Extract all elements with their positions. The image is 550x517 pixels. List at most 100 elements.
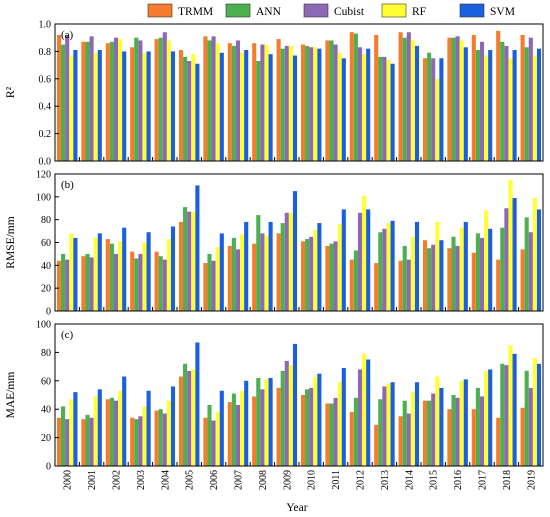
bar-trmm-2017 <box>471 409 476 466</box>
bar-rf-2011 <box>337 224 342 311</box>
bar-rf-2012 <box>362 353 367 466</box>
x-axis-title: Year <box>286 502 307 514</box>
bar-svm-2002 <box>122 51 127 161</box>
bar-rf-2009 <box>288 365 293 466</box>
bar-svm-2017 <box>488 50 493 161</box>
bar-ann-2003 <box>134 258 139 311</box>
bar-svm-2013 <box>390 382 395 466</box>
bar-rf-2016 <box>459 380 464 466</box>
bar-ann-2004 <box>158 409 163 466</box>
bar-ann-2001 <box>85 414 90 466</box>
bar-cubist-2018 <box>504 365 509 466</box>
bar-rf-2014 <box>410 40 415 161</box>
x-tick-label-2014: 2014 <box>404 470 415 490</box>
bar-ann-2010 <box>305 389 310 466</box>
bar-trmm-2009 <box>276 233 281 311</box>
bar-ann-2013 <box>378 56 383 161</box>
bar-ann-2012 <box>353 250 358 311</box>
plot-frame <box>54 173 544 312</box>
bar-cubist-2003 <box>138 253 143 311</box>
bar-trmm-2018 <box>496 417 501 466</box>
bar-trmm-2019 <box>520 249 525 311</box>
bar-trmm-2010 <box>300 395 306 466</box>
bar-trmm-2002 <box>105 43 110 161</box>
x-tick-label-2004: 2004 <box>160 470 171 490</box>
bar-svm-2002 <box>122 376 127 466</box>
bar-trmm-2012 <box>349 32 354 161</box>
bar-trmm-2003 <box>130 251 135 311</box>
bar-ann-2001 <box>85 253 90 311</box>
bar-ann-2011 <box>329 243 334 311</box>
bar-ann-2006 <box>207 404 212 466</box>
bar-svm-2005 <box>195 185 200 311</box>
bar-svm-2019 <box>536 363 542 466</box>
bar-svm-2007 <box>244 50 249 161</box>
bar-ann-2002 <box>109 397 114 466</box>
bar-trmm-2004 <box>154 251 159 311</box>
bar-cubist-2016 <box>455 245 460 311</box>
bar-svm-2019 <box>536 209 542 311</box>
bar-ann-2009 <box>280 48 285 161</box>
bar-ann-2005 <box>183 207 188 311</box>
bar-cubist-2016 <box>455 36 460 161</box>
legend-swatch-ann <box>225 3 251 18</box>
bar-trmm-2016 <box>447 37 452 162</box>
panel-b: 0 20 40 60 80 100 120 (b) RMSE/mm <box>5 170 544 318</box>
bar-trmm-2006 <box>203 263 208 311</box>
bar-cubist-2013 <box>382 386 387 466</box>
bar-svm-2016 <box>463 47 468 161</box>
bar-cubist-2000 <box>65 34 70 161</box>
bar-cubist-2010 <box>309 387 314 466</box>
bar-rf-2011 <box>337 52 342 161</box>
bar-cubist-2015 <box>431 393 436 466</box>
bar-ann-2003 <box>134 37 139 162</box>
bar-ann-2007 <box>231 237 236 311</box>
bar-trmm-2000 <box>56 34 62 161</box>
bar-ann-2016 <box>451 395 456 466</box>
bar-ann-2009 <box>280 223 285 311</box>
bar-ann-2015 <box>427 400 432 466</box>
bar-svm-2015 <box>439 58 444 161</box>
bar-trmm-2014 <box>398 416 403 466</box>
bar-trmm-2001 <box>81 41 86 162</box>
bar-svm-2000 <box>73 392 78 466</box>
y-tick-label: 120 <box>36 170 51 181</box>
bar-svm-2014 <box>414 382 420 466</box>
x-tick-label-2013: 2013 <box>380 470 391 490</box>
bar-svm-2017 <box>488 369 493 466</box>
bar-cubist-2006 <box>211 260 216 311</box>
bar-svm-2018 <box>512 50 517 161</box>
panel-label: (c) <box>61 329 74 341</box>
bar-cubist-2001 <box>89 417 94 466</box>
x-tick-label-2003: 2003 <box>136 470 147 490</box>
y-tick-label: 1.0 <box>39 20 52 31</box>
bar-cubist-2006 <box>211 36 216 161</box>
bar-rf-2001 <box>93 396 98 466</box>
bar-svm-2019 <box>536 48 542 161</box>
bar-cubist-2005 <box>187 370 192 466</box>
bar-cubist-2007 <box>235 40 241 161</box>
bar-trmm-2014 <box>398 260 403 311</box>
plot-frame <box>54 323 544 467</box>
bar-ann-2017 <box>475 233 480 311</box>
bar-svm-2010 <box>317 373 322 466</box>
bar-rf-2014 <box>410 236 415 311</box>
bar-trmm-2014 <box>398 32 403 161</box>
bar-cubist-2008 <box>260 44 265 161</box>
bar-ann-2000 <box>61 253 66 311</box>
panel-label: (b) <box>61 179 74 191</box>
bar-trmm-2013 <box>374 424 379 466</box>
x-tick-label-2002: 2002 <box>112 470 123 490</box>
bar-trmm-2004 <box>154 39 159 161</box>
bar-svm-2006 <box>219 233 224 311</box>
bar-svm-2008 <box>268 377 273 466</box>
bar-rf-2017 <box>484 370 489 466</box>
bar-rf-2010 <box>313 376 318 466</box>
bar-rf-2003 <box>142 242 147 311</box>
bar-cubist-2014 <box>406 32 411 161</box>
bar-cubist-2006 <box>211 420 216 466</box>
bar-rf-2010 <box>313 47 318 161</box>
legend-swatch-svm <box>459 3 485 18</box>
bar-trmm-2010 <box>300 241 306 311</box>
bar-rf-2019 <box>532 358 537 466</box>
